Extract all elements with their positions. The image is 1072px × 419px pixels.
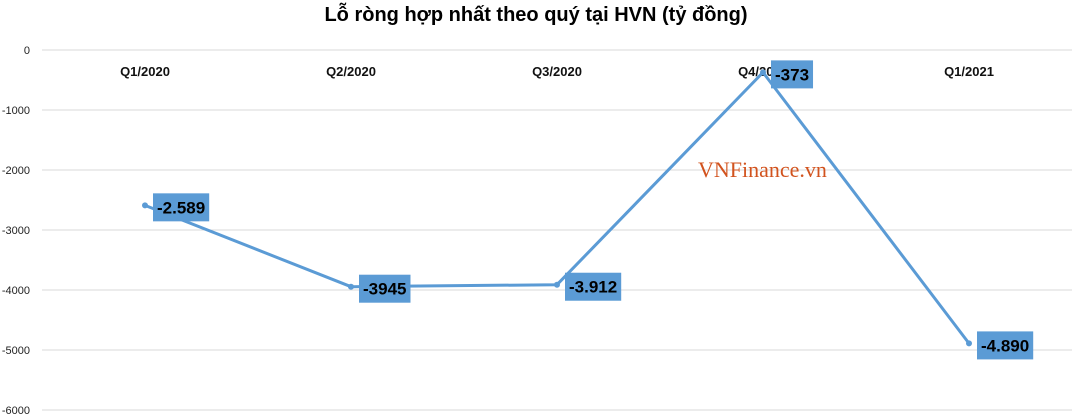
y-tick-label: -6000 — [2, 405, 30, 417]
data-point — [142, 202, 148, 209]
data-labels: -2.589 -3945 -3.912 -373 -4.890 — [153, 60, 1034, 360]
data-label: -373 — [771, 60, 814, 89]
y-tick-label: -5000 — [2, 345, 30, 357]
data-label-box — [565, 272, 622, 301]
data-label-box — [771, 60, 814, 89]
data-label-text: -4.890 — [981, 336, 1029, 355]
y-axis-ticks: 0 -1000 -2000 -3000 -4000 -5000 -6000 — [2, 45, 30, 417]
y-tick-label: 0 — [24, 45, 30, 57]
data-label: -3945 — [359, 274, 411, 303]
data-label-box — [359, 274, 411, 303]
x-tick-label: Q2/2020 — [326, 64, 376, 79]
data-point — [966, 340, 972, 347]
chart-title: Lỗ ròng hợp nhất theo quý tại HVN (tỷ đồ… — [324, 4, 748, 26]
data-point — [760, 69, 766, 76]
series-line — [142, 69, 972, 347]
x-tick-label: Q1/2021 — [944, 64, 994, 79]
data-point — [348, 283, 354, 290]
data-label-text: -373 — [775, 65, 809, 84]
data-label: -4.890 — [977, 331, 1034, 360]
watermark-text: VNFinance.vn — [698, 157, 827, 182]
data-label-box — [153, 193, 210, 222]
series-polyline — [144, 70, 971, 345]
data-label: -3.912 — [565, 272, 622, 301]
x-tick-label: Q1/2020 — [120, 64, 170, 79]
gridlines — [42, 49, 1072, 411]
data-label-box — [977, 331, 1034, 360]
data-label-text: -3945 — [363, 280, 406, 299]
x-tick-label: Q3/2020 — [532, 64, 582, 79]
y-tick-label: -3000 — [2, 225, 30, 237]
data-label: -2.589 — [153, 193, 210, 222]
y-tick-label: -2000 — [2, 165, 30, 177]
y-tick-label: -1000 — [2, 105, 30, 117]
data-label-text: -2.589 — [157, 198, 205, 217]
y-tick-label: -4000 — [2, 285, 30, 297]
data-point — [554, 281, 560, 288]
data-label-text: -3.912 — [569, 278, 617, 297]
